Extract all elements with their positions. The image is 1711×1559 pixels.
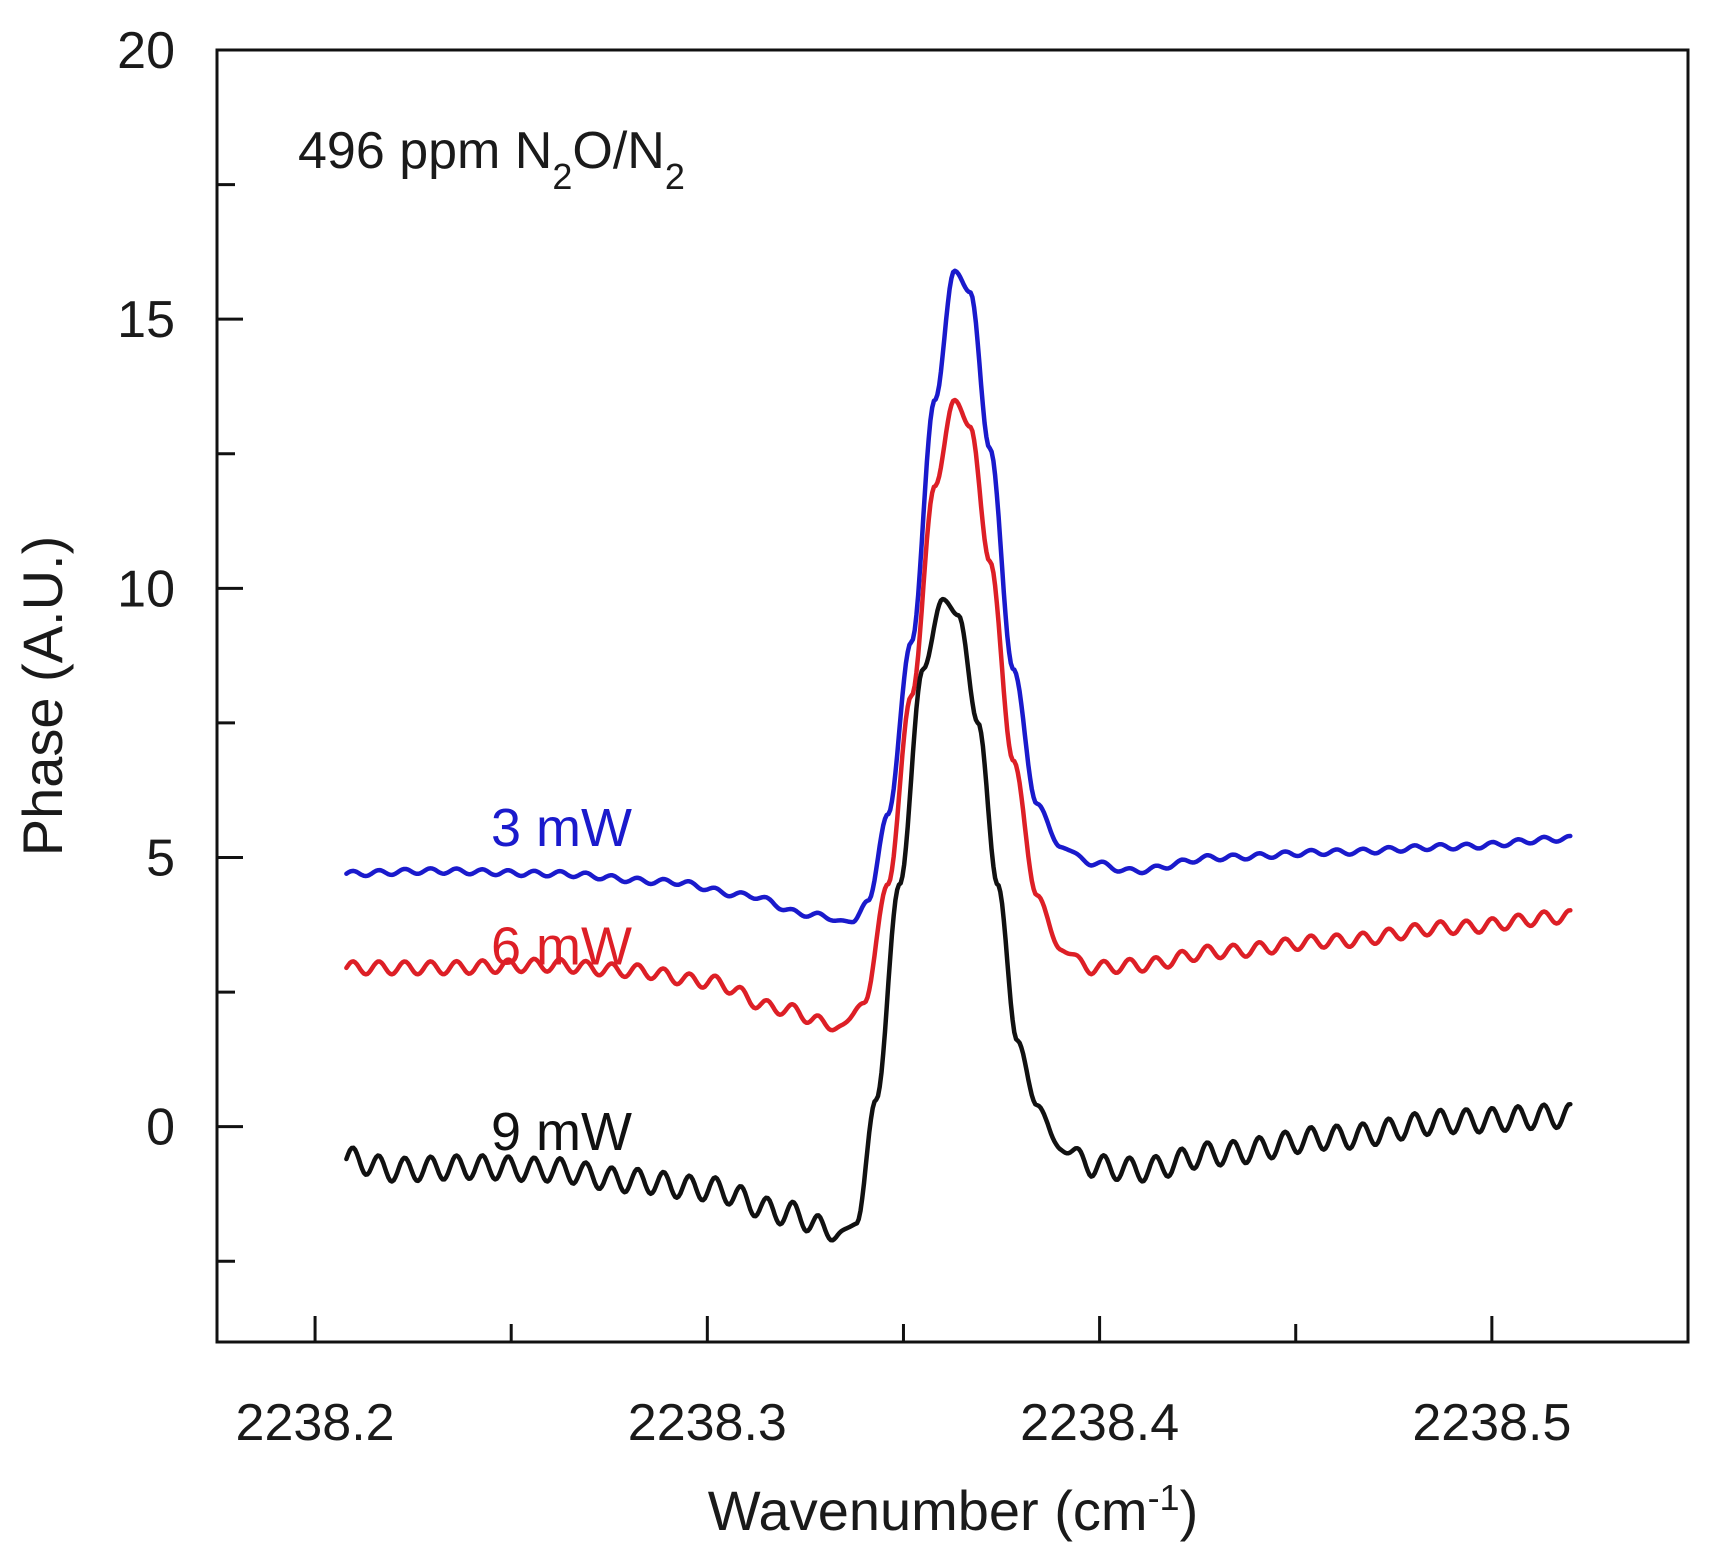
y-tick-label-5: 10 xyxy=(117,560,175,618)
plot-frame xyxy=(215,48,1690,1344)
series-layer xyxy=(344,268,1573,1243)
y-tick-label-3: 5 xyxy=(146,830,175,888)
series-line-3-mw xyxy=(344,268,1573,925)
annotation-part-3: 2 xyxy=(665,156,685,197)
gas-mixture-annotation: 496 ppm N2O/N2 xyxy=(298,122,685,197)
x-axis-title-tail: ) xyxy=(1180,1479,1199,1542)
x-axis-ticks: 2238.2 2238.3 2238.4 2238.5 xyxy=(236,1316,1571,1452)
x-tick-label-6: 2238.5 xyxy=(1412,1394,1571,1452)
x-tick-label-2: 2238.3 xyxy=(628,1394,787,1452)
series-label-2: 9 mW xyxy=(491,1102,632,1162)
x-tick-label-0: 2238.2 xyxy=(236,1394,395,1452)
series-line-6-mw xyxy=(344,397,1573,1033)
x-tick-label-4: 2238.4 xyxy=(1020,1394,1179,1452)
series-label-1: 6 mW xyxy=(491,916,632,976)
y-tick-label-7: 15 xyxy=(117,291,175,349)
x-axis-title: Wavenumber (cm-1) xyxy=(708,1477,1198,1543)
x-axis-title-base: Wavenumber (cm xyxy=(708,1479,1148,1542)
y-tick-label-1: 0 xyxy=(146,1099,175,1157)
series-label-0: 3 mW xyxy=(491,798,632,858)
annotation-part-2: O/N xyxy=(572,122,664,180)
x-axis-title-superscript: -1 xyxy=(1148,1477,1180,1518)
annotation-part-0: 496 ppm N xyxy=(298,122,552,180)
y-tick-label-9: 20 xyxy=(117,22,175,80)
y-axis-ticks: 0 5 10 15 20 xyxy=(117,22,243,1263)
y-axis-title: Phase (A.U.) xyxy=(11,536,74,857)
series-labels: 3 mW 6 mW 9 mW xyxy=(491,798,632,1162)
annotation-part-1: 2 xyxy=(552,156,572,197)
series-line-9-mw xyxy=(344,596,1573,1243)
